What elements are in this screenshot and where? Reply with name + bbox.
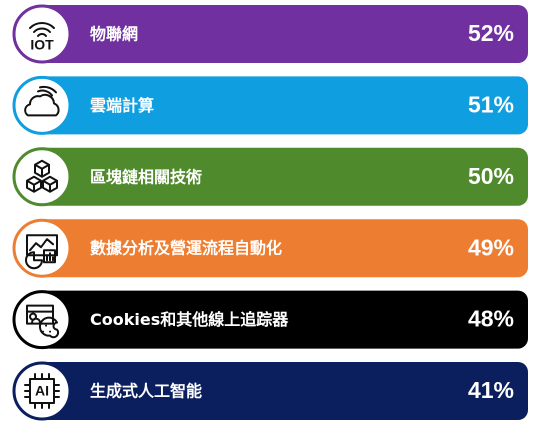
icon-chip [24, 373, 60, 409]
icon [25, 234, 58, 270]
icon-text: IOT [30, 37, 54, 53]
icon-circle [12, 218, 72, 278]
row-value: 41% [468, 377, 514, 403]
row: IOT 物聯網 52% [12, 4, 528, 64]
row-label: 生成式人工智能 [90, 382, 202, 401]
icon-wave [29, 22, 55, 37]
row: 雲端計算 51% [12, 75, 528, 135]
icon [24, 85, 60, 117]
row-value: 49% [468, 234, 514, 260]
icon: AI [24, 373, 60, 409]
row-bar [42, 290, 528, 349]
icon-analytics [25, 234, 58, 270]
row-value: 50% [468, 163, 514, 189]
row-bar [42, 147, 528, 206]
row-bar [42, 76, 528, 135]
icon-circle [12, 75, 72, 135]
icon-cookies [26, 304, 60, 339]
row-bar [42, 219, 528, 278]
row: AI 生成式人工智能 41% [12, 361, 528, 421]
row-value: 51% [468, 91, 514, 117]
row: 數據分析及營運流程自動化 49% [12, 218, 528, 278]
icon-blocks [26, 159, 58, 193]
row-label: 數據分析及營運流程自動化 [90, 239, 282, 258]
row-label: Cookies和其他線上追踪器 [90, 310, 289, 329]
row: Cookies和其他線上追踪器 48% [12, 290, 528, 350]
row-label: 區塊鏈相關技術 [90, 167, 202, 186]
row-label: 物聯網 [90, 25, 138, 44]
icon [26, 159, 58, 193]
icon [26, 304, 60, 339]
row-label: 雲端計算 [90, 96, 154, 115]
row-value: 48% [468, 306, 514, 332]
icon-circle [12, 361, 72, 421]
icon-cloud [24, 85, 60, 117]
row-value: 52% [468, 20, 514, 46]
row-bar [42, 5, 528, 63]
row-bar [42, 362, 528, 420]
row: 區塊鏈相關技術 50% [12, 147, 528, 207]
icon-text: AI [35, 383, 49, 399]
icon: IOT [29, 22, 55, 53]
